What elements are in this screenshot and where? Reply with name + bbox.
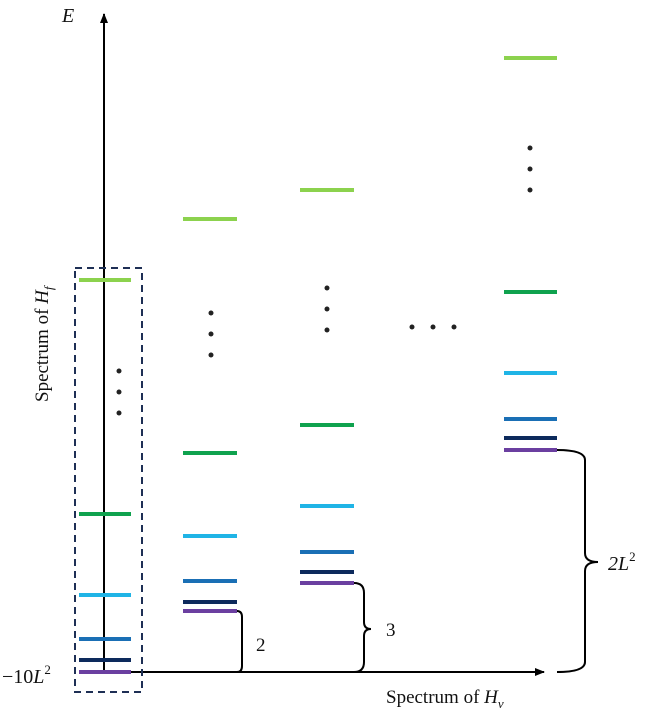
energy-axis-label: E [61,5,74,27]
spectrum-column-last [504,56,557,452]
gap-bracket-2: 2 [236,610,266,673]
spectrum-column-3 [300,188,354,585]
vertical-ellipsis-dot [527,166,533,172]
gap-bracket-3: 3 [353,582,396,673]
gap-bracket-path [236,610,243,673]
horizontal-ellipsis-dot [430,324,436,330]
vertical-ellipsis-dot [116,389,122,395]
horizontal-ellipsis-dot [451,324,457,330]
y-axis-label: Spectrum of Hf [32,284,56,402]
gap-bracket-2l2: 2L2 [556,449,636,673]
vertical-ellipsis-dot [116,410,122,416]
vertical-ellipsis-dot [208,310,214,316]
vertical-ellipsis-dot [324,306,330,312]
vertical-ellipsis-dot [527,145,533,151]
vertical-ellipsis-dot [208,331,214,337]
vertical-ellipsis-dot [324,327,330,333]
spectrum-column-hf [79,278,131,674]
vertical-ellipsis-dot [208,352,214,358]
horizontal-ellipsis-dot [409,324,415,330]
vertical-ellipsis-dot [116,368,122,374]
vertical-ellipsis-dot [527,187,533,193]
vertical-ellipsis-dot [324,285,330,291]
gap-label-3: 3 [386,620,396,641]
spectrum-column-2 [183,217,237,613]
x-axis-label: Spectrum of Hv [386,687,504,711]
gap-bracket-path [353,582,372,673]
gap-label-2l2: 2L2 [608,549,636,575]
hf-spectrum-box [74,267,143,693]
horizontal-ellipsis [409,324,457,330]
gap-label-2: 2 [256,635,266,656]
gap-bracket-path [556,449,599,673]
origin-label: −10L2 [2,662,51,688]
